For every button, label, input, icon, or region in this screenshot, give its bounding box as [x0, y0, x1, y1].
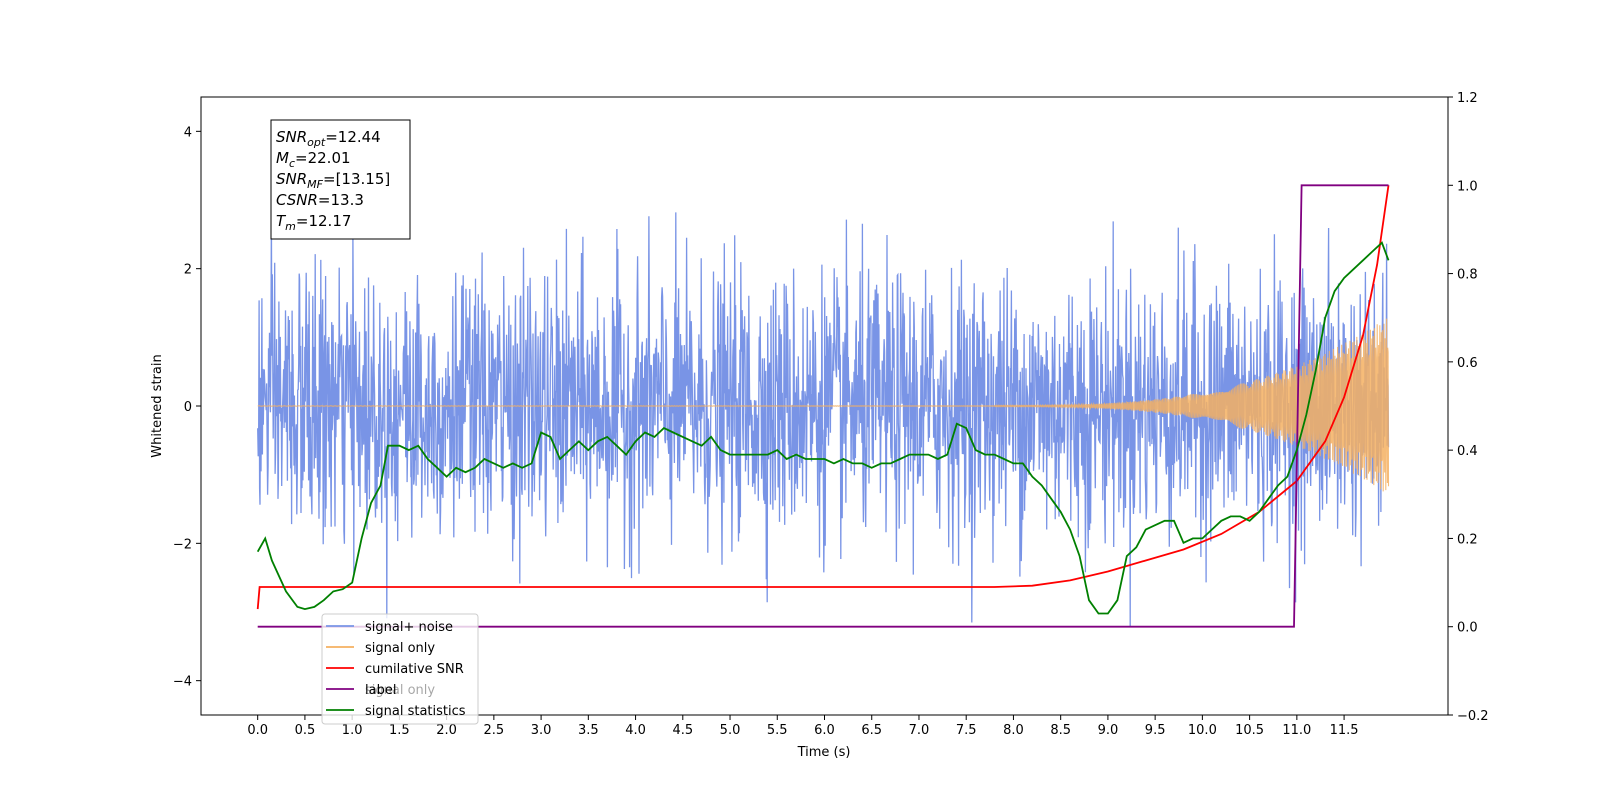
- x-tick-label: 6.5: [861, 723, 882, 738]
- x-tick-label: 2.5: [484, 723, 505, 738]
- y2-tick-label: 0.4: [1457, 444, 1478, 459]
- info-line-value: =[13.15]: [323, 170, 390, 188]
- y-axis-left: −4 −2 0 2 4: [173, 125, 201, 690]
- x-tick-label: 10.0: [1188, 723, 1217, 738]
- y2-tick-label: 1.2: [1457, 91, 1478, 106]
- y-tick-label: 4: [184, 125, 192, 140]
- x-tick-label: 0.5: [295, 723, 316, 738]
- y-tick-label: 2: [184, 263, 192, 278]
- y2-tick-label: −0.2: [1457, 709, 1489, 724]
- info-line-symbol: SNR: [276, 128, 307, 146]
- y-axis-label: Whitened strain: [150, 354, 165, 457]
- y2-tick-label: 0.0: [1457, 621, 1478, 636]
- series-signal-only-line: [257, 318, 1390, 492]
- info-line-value: =13.3: [318, 191, 364, 209]
- plot-layer: [256, 184, 1390, 628]
- x-axis: 0.0 0.5 1.0 1.5 2.0 2.5 3.0 3.5 4.0 4.5 5.0 5.5 6.0 6…: [247, 715, 1359, 738]
- y-tick-label: 0: [184, 400, 192, 415]
- series-cumilative-snr-line: [256, 185, 1390, 610]
- info-line-subscript: opt: [307, 136, 326, 149]
- info-box-frame: [270, 119, 411, 240]
- y2-tick-label: 0.2: [1457, 532, 1478, 547]
- info-line: SNRopt=12.44: [276, 128, 381, 149]
- legend-label-cumilative-snr: cumilative SNR: [365, 662, 464, 677]
- legend-ghost-text: signal only: [365, 683, 435, 698]
- x-tick-label: 4.0: [625, 723, 646, 738]
- x-tick-label: 1.5: [389, 723, 410, 738]
- legend: signal+ noise signal only cumilative SNR la…: [321, 613, 479, 725]
- info-line: SNRMF=[13.15]: [276, 170, 390, 191]
- series-signal-statistics-line: [256, 241, 1390, 615]
- legend-label-signal-statistics: signal statistics: [365, 704, 466, 719]
- x-tick-label: 11.0: [1282, 723, 1311, 738]
- info-line-symbol: CSNR: [276, 191, 318, 209]
- info-line-subscript: MF: [307, 178, 323, 191]
- x-tick-label: 7.0: [909, 723, 930, 738]
- y-tick-label: −4: [173, 675, 192, 690]
- y2-tick-label: 1.0: [1457, 179, 1478, 194]
- x-tick-label: 3.5: [578, 723, 599, 738]
- info-line-symbol: T: [276, 212, 287, 230]
- x-tick-label: 9.0: [1098, 723, 1119, 738]
- x-axis-label: Time (s): [797, 745, 851, 760]
- info-line-value: =22.01: [295, 149, 351, 167]
- info-box: SNRopt=12.44Mc=22.01SNRMF=[13.15]CSNR=13…: [270, 119, 411, 240]
- info-line-symbol: M: [276, 149, 289, 167]
- x-tick-label: 9.5: [1145, 723, 1166, 738]
- info-line-value: =12.44: [325, 128, 381, 146]
- x-tick-label: 7.5: [956, 723, 977, 738]
- x-tick-label: 4.5: [672, 723, 693, 738]
- x-tick-label: 8.5: [1050, 723, 1071, 738]
- info-line: Mc=22.01: [276, 149, 351, 170]
- y2-tick-label: 0.8: [1457, 268, 1478, 283]
- info-line: Tm=12.17: [276, 212, 351, 233]
- x-tick-label: 5.0: [720, 723, 741, 738]
- series-label-line: [257, 184, 1389, 628]
- x-tick-label: 11.5: [1330, 723, 1359, 738]
- x-tick-label: 3.0: [531, 723, 552, 738]
- x-tick-label: 8.0: [1003, 723, 1024, 738]
- y-tick-label: −2: [173, 537, 192, 552]
- x-tick-label: 1.0: [342, 723, 363, 738]
- x-tick-label: 10.5: [1235, 723, 1264, 738]
- legend-label-signal-noise: signal+ noise: [365, 620, 453, 635]
- info-line-subscript: m: [285, 220, 296, 233]
- info-line: CSNR=13.3: [276, 191, 364, 209]
- y-axis-right: −0.2 0.0 0.2 0.4 0.6 0.8 1.0 1.2: [1448, 91, 1489, 724]
- info-line-symbol: SNR: [276, 170, 307, 188]
- x-tick-label: 5.5: [767, 723, 788, 738]
- x-tick-label: 2.0: [436, 723, 457, 738]
- y2-tick-label: 0.6: [1457, 356, 1478, 371]
- legend-label-signal-only: signal only: [365, 641, 435, 656]
- x-tick-label: 6.0: [814, 723, 835, 738]
- info-line-value: =12.17: [296, 212, 352, 230]
- legend-label-label: label: [365, 683, 396, 698]
- x-tick-label: 0.0: [247, 723, 268, 738]
- legend-frame: [321, 613, 479, 725]
- info-line-subscript: c: [289, 157, 295, 170]
